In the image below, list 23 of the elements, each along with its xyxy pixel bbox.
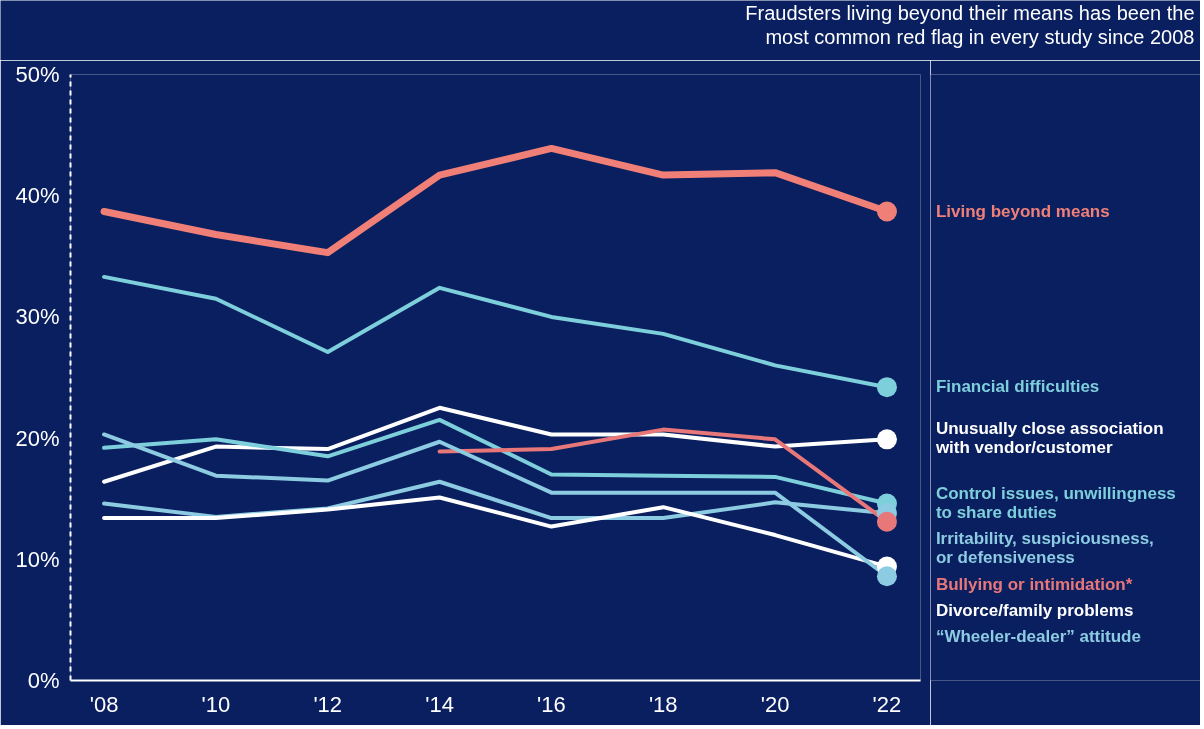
x-tick-label: '20 [760,691,790,717]
x-tick-label: '14 [425,691,454,717]
text: Living beyond means [935,201,1110,221]
text: Irritability, suspiciousness, or defensiveness [935,529,1154,568]
text: Control issues, unwillingness to share duties [935,483,1176,522]
y-tick-label: 50% [15,62,60,87]
x-tick-label: '12 [313,691,343,717]
x-tick-label: '08 [89,691,119,717]
text: “Wheeler-dealer” attitude [935,626,1141,646]
y-tick-label: 20% [15,425,60,451]
text: Financial difficulties [935,377,1100,397]
y-tick-label: 10% [15,546,60,572]
y-tick-label: 0% [27,668,60,693]
text: Divorce/family problems [935,600,1134,620]
x-tick-label: '22 [872,691,902,717]
x-tick-label: '16 [537,691,566,717]
text: Fraudsters living beyond their means has been the most common red flag in every study since 2008 [745,2,1195,49]
y-tick-label: 40% [15,183,60,209]
y-tick-label: 30% [15,304,60,330]
x-tick-label: '18 [648,691,678,717]
text: Bullying or intimidation* [935,575,1133,595]
x-tick-label: '10 [201,691,231,717]
text: Unusually close association with vendor/customer [934,419,1164,458]
